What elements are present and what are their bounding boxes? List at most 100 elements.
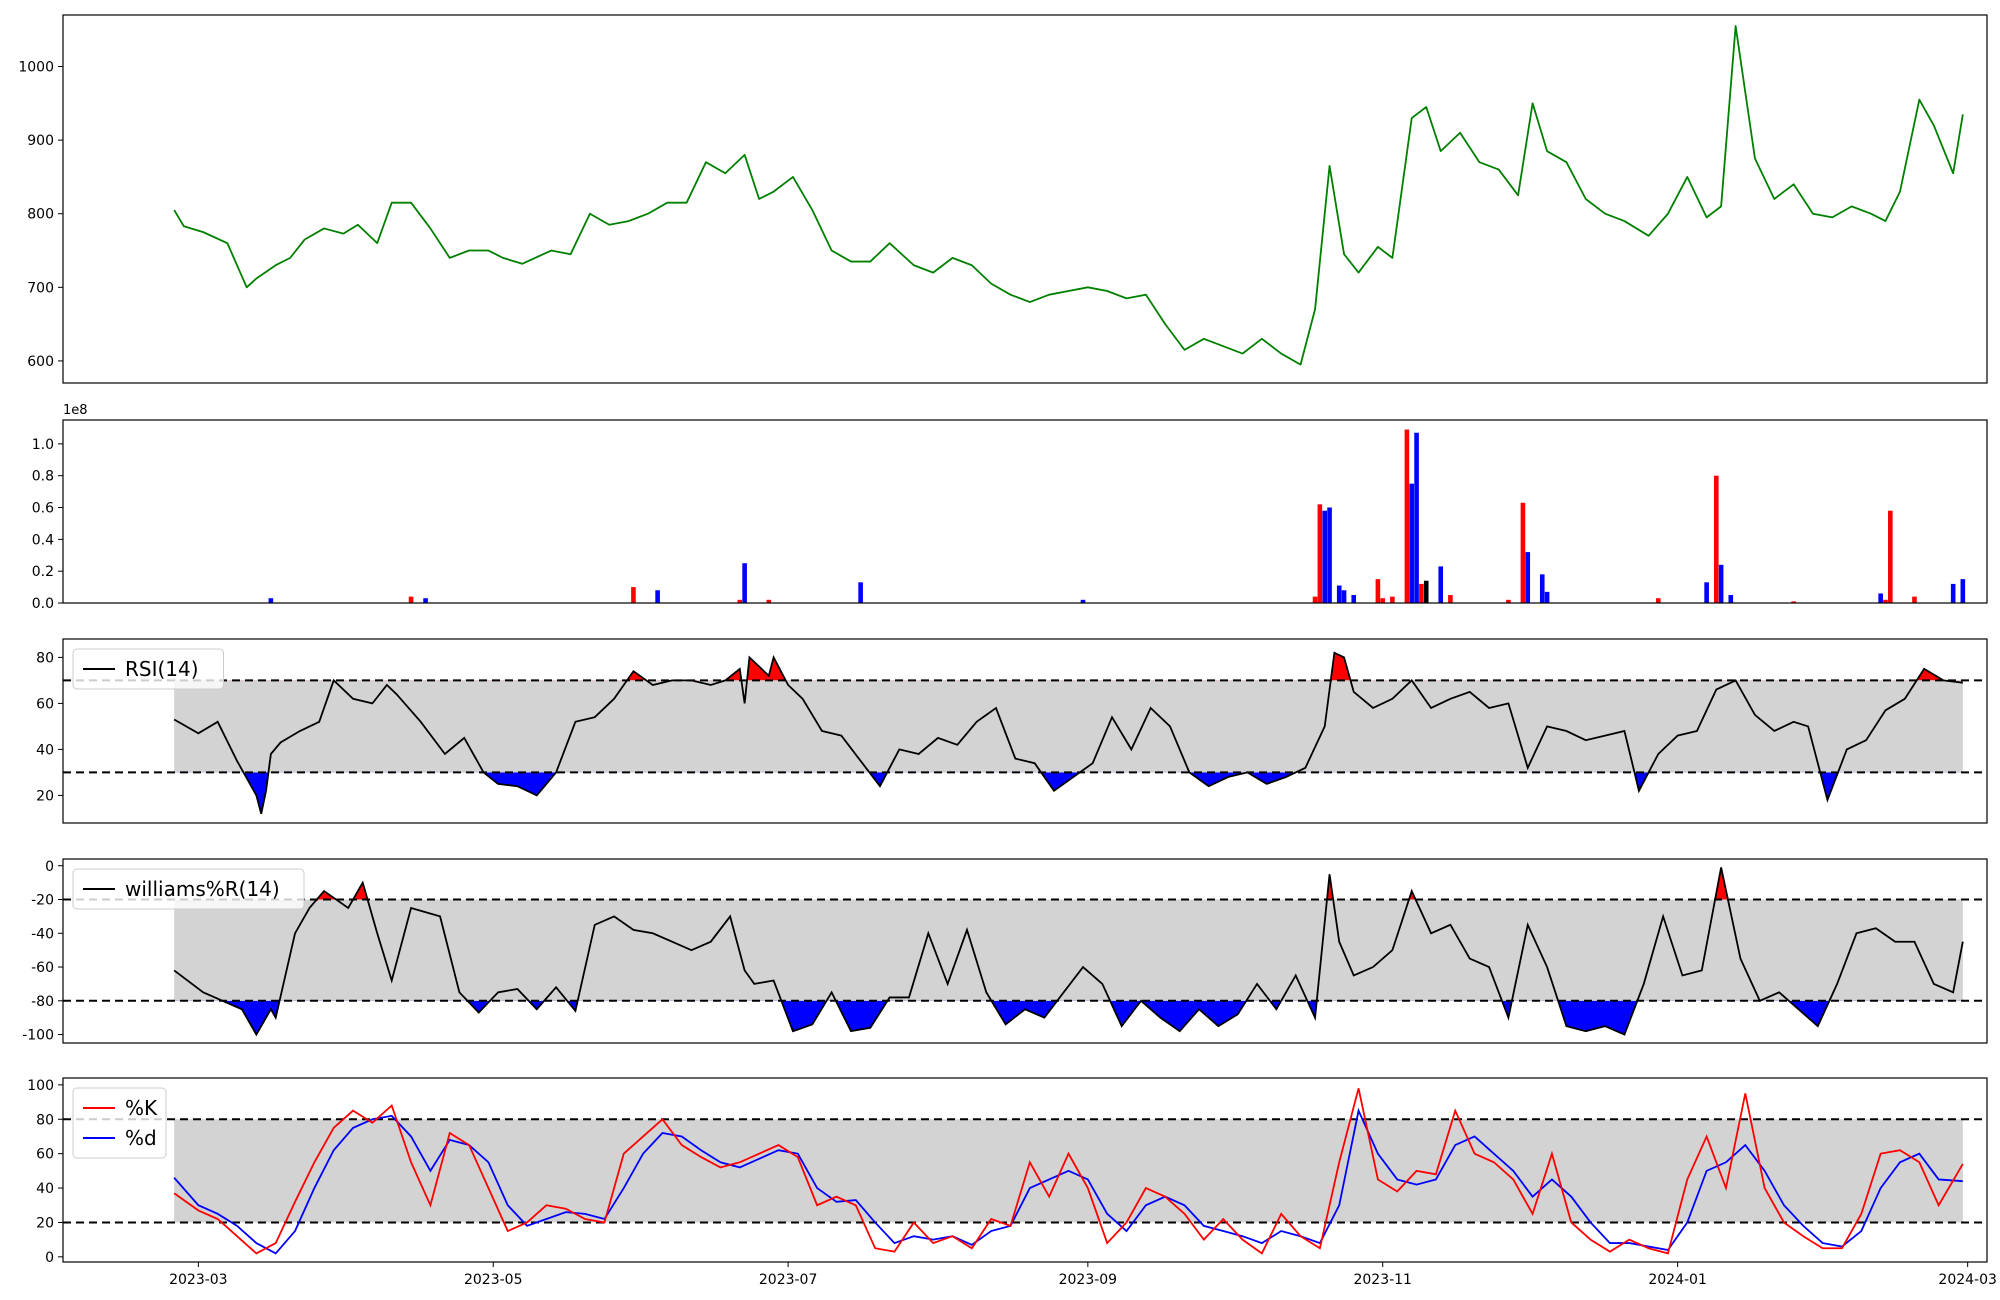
volume-ytick-label: 0.0 — [32, 596, 54, 612]
williams-ytick-label: -80 — [31, 994, 54, 1010]
stochastic-ytick-label: 20 — [36, 1215, 54, 1231]
rsi-panel: 20 40 60 80 RSI(14) — [36, 638, 1988, 824]
volume-bar-down — [1351, 595, 1357, 603]
volume-bar-up — [1888, 510, 1893, 603]
williams-ytick-label: -20 — [31, 893, 54, 909]
volume-bar-down — [1544, 591, 1550, 603]
price-ytick-label: 800 — [27, 207, 54, 223]
volume-bar-up — [1655, 598, 1661, 603]
williams-legend-box — [72, 868, 305, 910]
price-line — [173, 25, 1964, 366]
stochastic-legend-label: %d — [125, 1126, 157, 1150]
volume-bar-down — [742, 563, 747, 603]
price-panel: 600 700 800 900 1000 — [18, 14, 1988, 384]
williams-oversold-fill — [174, 1000, 1963, 1035]
volume-bar-up — [1390, 596, 1395, 603]
volume-bar-up — [1791, 601, 1796, 603]
volume-bar-down — [1322, 510, 1328, 603]
williams-band — [174, 899, 1963, 1001]
volume-bar-up — [1448, 595, 1453, 603]
volume-bar-down — [1728, 595, 1734, 603]
volume-bar-up — [1312, 596, 1318, 603]
stochastic-ytick-label: 0 — [45, 1250, 54, 1266]
volume-bar-down — [1539, 574, 1545, 603]
volume-bar-down — [1878, 593, 1883, 603]
volume-offset-label: 1e8 — [63, 403, 88, 418]
williams-ytick-label: -60 — [31, 960, 54, 976]
price-ytick-label: 900 — [27, 133, 54, 149]
volume-ytick-label: 1.0 — [32, 437, 54, 453]
xtick-label: 2023-09 — [1059, 1272, 1118, 1288]
volume-bar-up — [1380, 598, 1386, 603]
volume-bar-down — [1950, 583, 1956, 603]
williams-ytick-label: -40 — [31, 926, 54, 942]
price-ytick-label: 600 — [27, 354, 54, 370]
volume-bar-up — [1520, 502, 1526, 603]
rsi-line — [173, 651, 1963, 815]
volume-frame — [62, 419, 1988, 604]
rsi-ytick-label: 60 — [36, 696, 54, 712]
volume-bar-down — [1414, 432, 1419, 603]
volume-bar-down — [268, 598, 274, 603]
volume-bar-up — [1506, 599, 1511, 603]
williams-ytick-label: 0 — [45, 859, 54, 875]
volume-bar-up — [1713, 475, 1719, 603]
volume-bar-down — [1704, 582, 1709, 603]
volume-bar-up — [766, 599, 772, 603]
volume-bar-up — [1883, 599, 1888, 603]
volume-ytick-label: 0.6 — [32, 501, 54, 517]
volume-bar-down — [1525, 552, 1531, 603]
volume-ytick-label: 0.2 — [32, 564, 54, 580]
stochastic-k-line — [173, 1088, 1964, 1255]
stochastic-legend-label: %K — [125, 1096, 158, 1120]
stochastic-frame — [62, 1077, 1988, 1263]
rsi-ytick-label: 80 — [36, 650, 54, 666]
rsi-ytick-label: 20 — [36, 788, 54, 804]
price-ytick-label: 700 — [27, 280, 54, 296]
volume-bar-up — [1375, 579, 1381, 603]
volume-bar-down — [1718, 564, 1724, 603]
williams-line — [173, 867, 1964, 1037]
stochastic-ytick-label: 40 — [36, 1181, 54, 1197]
stochastic-ytick-label: 80 — [36, 1112, 54, 1128]
volume-bar-down — [423, 598, 428, 603]
xtick-label: 2024-03 — [1938, 1272, 1997, 1288]
stochastic-d-line — [173, 1107, 1963, 1255]
volume-bar-down — [1438, 566, 1444, 603]
williams-ytick-label: -100 — [22, 1028, 54, 1044]
stochastic-panel: 0 20 40 60 80 100 %K %d — [27, 1077, 1988, 1266]
volume-bar-up — [1404, 429, 1410, 603]
volume-bar-down — [1960, 579, 1966, 603]
price-frame — [62, 14, 1988, 384]
williams-legend-label: williams%R(14) — [125, 877, 280, 901]
rsi-legend-label: RSI(14) — [125, 657, 199, 681]
rsi-frame — [62, 638, 1988, 824]
volume-bar-down — [858, 582, 863, 603]
rsi-ytick-label: 40 — [36, 742, 54, 758]
rsi-band — [174, 680, 1963, 773]
williams-panel: 0 -20 -40 -60 -80 -100 williams%R(14) — [22, 858, 1988, 1044]
volume-ytick-label: 0.4 — [32, 532, 54, 548]
xtick-label: 2023-07 — [759, 1272, 818, 1288]
volume-ytick-label: 0.8 — [32, 469, 54, 485]
xtick-label: 2023-11 — [1353, 1272, 1412, 1288]
volume-bar-up — [408, 596, 414, 603]
volume-bar-up — [1912, 596, 1917, 603]
stochastic-ytick-label: 60 — [36, 1147, 54, 1163]
volume-bar-down — [1080, 599, 1086, 603]
volume-bar-down — [1336, 585, 1342, 603]
volume-bar-down — [655, 590, 660, 603]
volume-bar-up — [1317, 504, 1323, 603]
stochastic-ytick-label: 100 — [27, 1078, 54, 1094]
xtick-label: 2023-05 — [464, 1272, 523, 1288]
volume-bar-down — [1341, 590, 1347, 603]
volume-bar-up — [631, 587, 636, 603]
xtick-label: 2024-01 — [1648, 1272, 1707, 1288]
rsi-legend-box — [72, 648, 224, 690]
volume-bar-up — [1419, 583, 1424, 603]
x-axis: 2023-03 2023-05 2023-07 2023-09 2023-11 2024-… — [169, 1262, 1997, 1288]
volume-bar-down — [1327, 507, 1332, 603]
price-ytick-label: 1000 — [18, 60, 54, 76]
stochastic-legend-box — [72, 1087, 167, 1159]
